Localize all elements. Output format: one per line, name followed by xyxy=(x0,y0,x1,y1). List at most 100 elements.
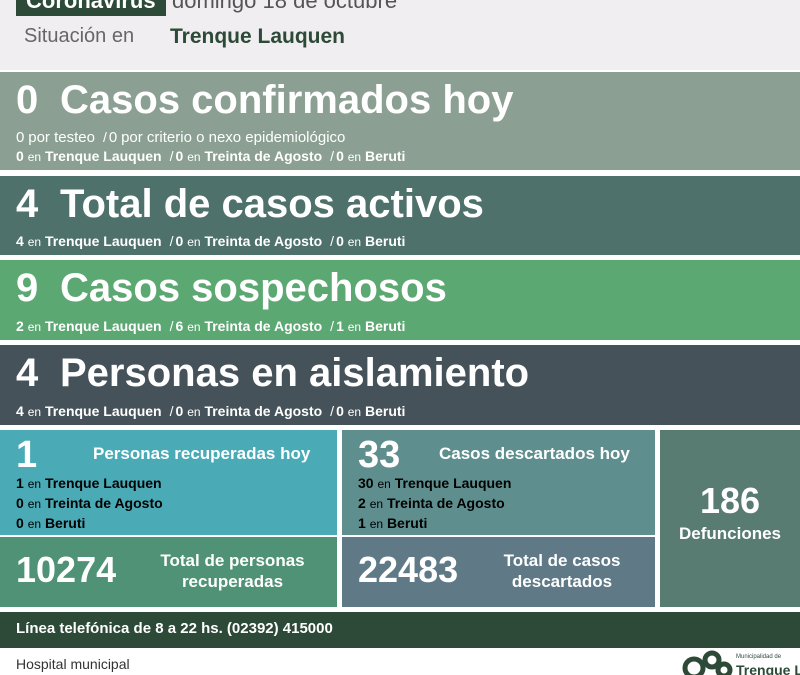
breakdown-line: 0 por testeo/0 por criterio o nexo epide… xyxy=(16,128,405,147)
summary-number: 4 xyxy=(16,351,39,395)
summary-heading: 4 Total de casos activos xyxy=(16,182,484,227)
discarded-panel: 33 Casos descartados hoy 30 en Trenque L… xyxy=(342,430,655,535)
count: 1 xyxy=(336,318,344,334)
logo: Municipalidad de Trenque Lauquen xyxy=(682,650,800,675)
separator: / xyxy=(169,403,174,419)
count: 30 xyxy=(358,475,374,491)
header: Coronavirus domingo 18 de octubre Situac… xyxy=(0,0,800,70)
count: 0 xyxy=(336,148,344,164)
discarded-breakdown: 30 en Trenque Lauquen 2 en Treinta de Ago… xyxy=(358,474,511,534)
discarded-title: Casos descartados hoy xyxy=(439,444,630,463)
place: Trenque Lauquen xyxy=(44,318,162,334)
connector: en xyxy=(27,320,42,334)
place: Beruti xyxy=(365,318,406,334)
situation-label: Situación en xyxy=(24,25,135,47)
recovered-panel: 1 Personas recuperadas hoy 1 en Trenque … xyxy=(0,430,337,535)
recovered-title: Personas recuperadas hoy xyxy=(93,444,311,463)
place: Trenque Lauquen xyxy=(44,475,162,491)
connector: en xyxy=(187,150,201,164)
phone: Línea telefónica de 8 a 22 hs. (02392) 4… xyxy=(16,620,333,637)
separator: / xyxy=(330,233,335,249)
discarded-total: 22483 xyxy=(358,549,459,590)
count: 1 xyxy=(358,515,366,531)
summary-heading: 9 Casos sospechosos xyxy=(16,266,447,311)
connector: en xyxy=(27,235,42,249)
count: 6 xyxy=(175,318,184,334)
summary-lines: 0 por testeo/0 por criterio o nexo epide… xyxy=(16,128,405,166)
summary-row: 4 Total de casos activos 4 en Trenque Lauq… xyxy=(0,176,800,255)
summary-lines: 4 en Trenque Lauquen/0 en Treinta de Ago… xyxy=(16,402,405,421)
place: Beruti xyxy=(365,403,406,419)
summary-number: 9 xyxy=(16,266,39,310)
connector: en xyxy=(27,497,42,511)
summary-row: 9 Casos sospechosos 2 en Trenque Lauquen /6… xyxy=(0,260,800,340)
count: 0 xyxy=(336,233,344,249)
summary-title: Casos sospechosos xyxy=(60,266,447,310)
connector: en xyxy=(187,235,201,249)
count: 0 xyxy=(108,129,118,146)
summary-number: 4 xyxy=(16,182,39,226)
criterion: por testeo xyxy=(28,129,95,146)
summary-heading: 0 Casos confirmados hoy xyxy=(16,78,513,123)
separator: / xyxy=(102,129,107,145)
logo-small: Municipalidad de xyxy=(736,654,782,660)
connector: en xyxy=(187,320,201,334)
connector: en xyxy=(27,477,42,491)
breakdown-line: 1 en Trenque Lauquen xyxy=(16,474,163,494)
header-date: domingo 18 de octubre xyxy=(172,0,398,13)
count: 0 xyxy=(16,495,24,511)
criterion: por criterio o nexo epidemiológico xyxy=(121,129,346,146)
count: 4 xyxy=(16,403,24,419)
summary-title: Casos confirmados hoy xyxy=(60,78,514,122)
discarded-total-label: Total de casos descartados xyxy=(503,551,621,591)
connector: en xyxy=(27,150,42,164)
connector: en xyxy=(187,405,201,419)
place: Beruti xyxy=(365,148,406,164)
discarded-number: 33 xyxy=(358,434,401,476)
breakdown-line: 2 en Trenque Lauquen/6 en Treinta de Ago… xyxy=(16,317,405,336)
breakdown-line: 4 en Trenque Lauquen/0 en Treinta de Ago… xyxy=(16,402,405,421)
summary-title: Personas en aislamiento xyxy=(60,351,530,395)
recovered-number: 1 xyxy=(16,434,38,476)
connector: en xyxy=(369,497,384,511)
breakdown-line: 0 en Treinta de Agosto xyxy=(16,494,163,514)
place: Treinta de Agosto xyxy=(44,495,163,511)
connector: en xyxy=(27,405,42,419)
summary-row: 4 Personas en aislamiento 4 en Trenque Lau… xyxy=(0,345,800,425)
place: Treinta de Agosto xyxy=(204,148,323,164)
deaths-panel: 186 Defunciones xyxy=(660,430,800,607)
count: 2 xyxy=(358,495,366,511)
place: Beruti xyxy=(44,515,86,531)
place: Trenque Lauquen xyxy=(394,475,512,491)
connector: en xyxy=(347,150,362,164)
count: 2 xyxy=(16,318,24,334)
count: 0 xyxy=(175,403,184,419)
place: Treinta de Agosto xyxy=(204,233,323,249)
separator: / xyxy=(169,318,174,334)
place: Treinta de Agosto xyxy=(386,495,505,511)
summary-heading: 4 Personas en aislamiento xyxy=(16,351,529,396)
summary-lines: 4 en Trenque Lauquen/0 en Treinta de Ago… xyxy=(16,232,405,251)
recovered-breakdown: 1 en Trenque Lauquen 0 en Treinta de Agos… xyxy=(16,474,163,534)
place: Trenque Lauquen xyxy=(44,403,162,419)
count: 1 xyxy=(16,475,24,491)
place: Beruti xyxy=(386,515,428,531)
place: Treinta de Agosto xyxy=(204,403,323,419)
separator: / xyxy=(330,148,335,164)
separator: / xyxy=(330,403,335,419)
count: 0 xyxy=(16,148,24,164)
count: 0 xyxy=(175,233,184,249)
deaths-number: 186 xyxy=(699,480,761,521)
place: Beruti xyxy=(365,233,406,249)
connector: en xyxy=(347,235,362,249)
recovered-total-panel: 10274 Total de personas recuperadas xyxy=(0,537,337,607)
summary-title: Total de casos activos xyxy=(60,182,484,226)
logo-big: Trenque Lauquen xyxy=(736,662,800,675)
hospital: Hospital municipal xyxy=(16,656,130,672)
recovered-total: 10274 xyxy=(16,549,117,590)
breakdown-line: 1 en Beruti xyxy=(358,514,511,534)
count: 4 xyxy=(16,233,24,249)
summary-row: 0 Casos confirmados hoy 0 por testeo/0 por… xyxy=(0,72,800,170)
breakdown-line: 2 en Treinta de Agosto xyxy=(358,494,511,514)
